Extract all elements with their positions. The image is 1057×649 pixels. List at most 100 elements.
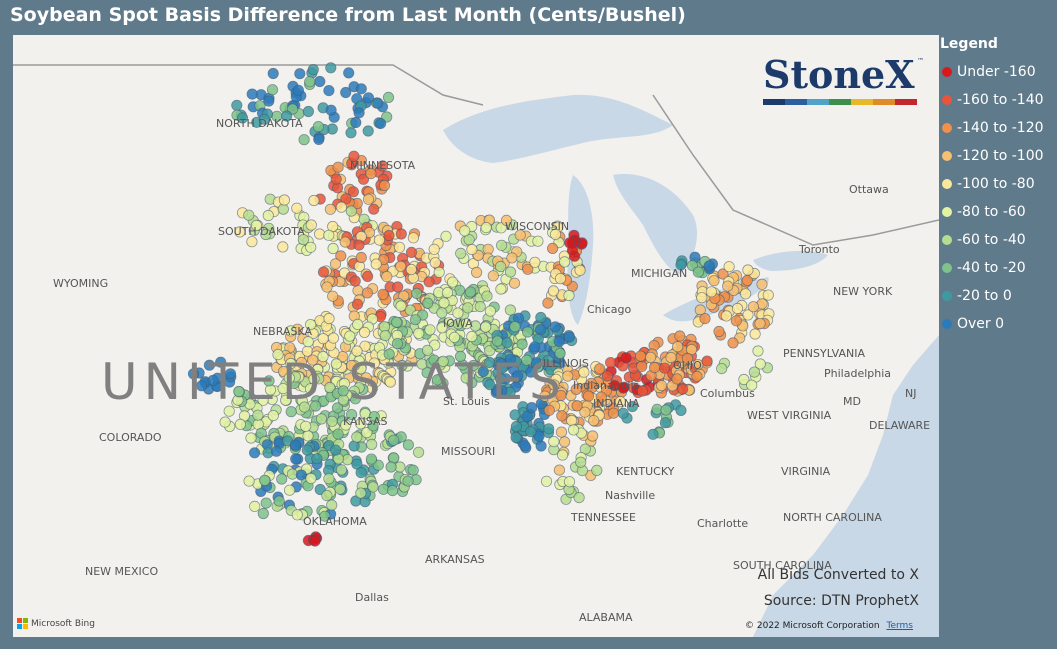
bid-point[interactable]: [491, 335, 503, 347]
bid-point[interactable]: [674, 330, 686, 342]
bid-point[interactable]: [258, 113, 270, 125]
bid-point[interactable]: [317, 350, 329, 363]
bid-point[interactable]: [474, 300, 486, 313]
bid-point[interactable]: [309, 400, 322, 412]
bid-point[interactable]: [549, 321, 561, 333]
bid-point[interactable]: [289, 439, 302, 451]
bid-point[interactable]: [329, 444, 342, 456]
bid-point[interactable]: [407, 232, 419, 244]
bid-point[interactable]: [384, 376, 396, 388]
bid-point[interactable]: [676, 383, 689, 395]
legend-item[interactable]: -20 to 0: [940, 282, 1055, 310]
bid-point[interactable]: [705, 286, 718, 298]
bid-point[interactable]: [582, 390, 595, 402]
bid-point[interactable]: [588, 414, 600, 427]
bid-point[interactable]: [351, 431, 363, 443]
bid-point[interactable]: [431, 374, 443, 386]
bid-point[interactable]: [696, 292, 708, 304]
bid-point[interactable]: [546, 242, 559, 254]
bid-point[interactable]: [509, 321, 521, 333]
bid-point[interactable]: [742, 264, 754, 276]
bid-point[interactable]: [319, 510, 331, 522]
bid-point[interactable]: [691, 370, 703, 382]
bid-point[interactable]: [304, 383, 317, 395]
bid-point[interactable]: [323, 473, 335, 485]
bid-point[interactable]: [196, 380, 208, 392]
bid-point[interactable]: [345, 359, 358, 372]
bid-point[interactable]: [501, 337, 513, 349]
bid-point[interactable]: [579, 406, 591, 418]
bid-point[interactable]: [601, 370, 614, 382]
bid-point[interactable]: [234, 226, 246, 238]
bid-point[interactable]: [270, 445, 282, 457]
bid-point[interactable]: [409, 314, 421, 326]
bid-point[interactable]: [460, 318, 473, 330]
bid-point[interactable]: [496, 362, 508, 374]
bid-point[interactable]: [367, 481, 379, 493]
bid-point[interactable]: [377, 288, 389, 300]
bid-point[interactable]: [349, 275, 361, 287]
basis-map[interactable]: UNITED STATES NORTH DAKOTA MINNESOTA SOU…: [13, 35, 939, 637]
bid-point[interactable]: [352, 285, 364, 297]
bid-point[interactable]: [267, 67, 279, 80]
bid-point[interactable]: [660, 404, 672, 416]
bid-point[interactable]: [731, 302, 744, 315]
bid-point[interactable]: [368, 203, 380, 215]
bid-point[interactable]: [553, 335, 565, 348]
bid-point[interactable]: [752, 345, 764, 357]
bid-point[interactable]: [285, 325, 297, 337]
bid-point[interactable]: [742, 309, 754, 321]
bid-point[interactable]: [548, 379, 560, 391]
bid-point[interactable]: [701, 355, 713, 367]
bid-point[interactable]: [366, 438, 378, 450]
bid-point[interactable]: [479, 321, 492, 333]
bid-point[interactable]: [636, 360, 648, 372]
bid-point[interactable]: [365, 168, 377, 180]
bid-point[interactable]: [381, 271, 393, 283]
bid-point[interactable]: [491, 385, 504, 397]
bid-point[interactable]: [339, 236, 351, 248]
bid-point[interactable]: [280, 394, 292, 406]
bid-point[interactable]: [586, 430, 599, 442]
bid-point[interactable]: [388, 434, 400, 446]
bid-point[interactable]: [355, 487, 367, 499]
bid-point[interactable]: [762, 289, 774, 301]
bid-point[interactable]: [574, 264, 586, 276]
bid-point[interactable]: [383, 348, 395, 360]
bid-point[interactable]: [411, 287, 423, 299]
bid-point[interactable]: [351, 298, 364, 310]
bid-point[interactable]: [671, 341, 684, 353]
bid-point[interactable]: [452, 307, 464, 319]
bid-point[interactable]: [543, 423, 555, 435]
bid-point[interactable]: [317, 333, 329, 345]
bid-point[interactable]: [383, 229, 395, 242]
bid-point[interactable]: [323, 229, 335, 241]
bid-point[interactable]: [290, 453, 302, 465]
bid-point[interactable]: [362, 193, 375, 205]
bid-point[interactable]: [407, 464, 419, 476]
bid-point[interactable]: [494, 373, 507, 385]
terms-link[interactable]: Terms: [886, 621, 913, 631]
bid-point[interactable]: [749, 328, 761, 340]
bid-point[interactable]: [314, 75, 326, 88]
bid-point[interactable]: [260, 228, 272, 241]
bid-point[interactable]: [263, 375, 275, 387]
bid-point[interactable]: [429, 257, 441, 269]
bid-point[interactable]: [358, 326, 371, 338]
bid-point[interactable]: [353, 239, 365, 251]
bid-point[interactable]: [413, 327, 425, 339]
bid-point[interactable]: [326, 415, 338, 427]
bid-point[interactable]: [655, 379, 668, 392]
bid-point[interactable]: [512, 370, 524, 382]
bid-point[interactable]: [309, 535, 321, 547]
legend-item[interactable]: -120 to -100: [940, 142, 1055, 170]
bid-point[interactable]: [460, 372, 472, 384]
bid-point[interactable]: [365, 453, 377, 465]
bid-point[interactable]: [532, 235, 544, 247]
bid-point[interactable]: [367, 420, 379, 432]
bid-point[interactable]: [266, 84, 279, 96]
bid-point[interactable]: [405, 263, 417, 276]
bid-point[interactable]: [257, 394, 269, 406]
bid-point[interactable]: [334, 483, 346, 495]
bid-point[interactable]: [298, 134, 310, 146]
